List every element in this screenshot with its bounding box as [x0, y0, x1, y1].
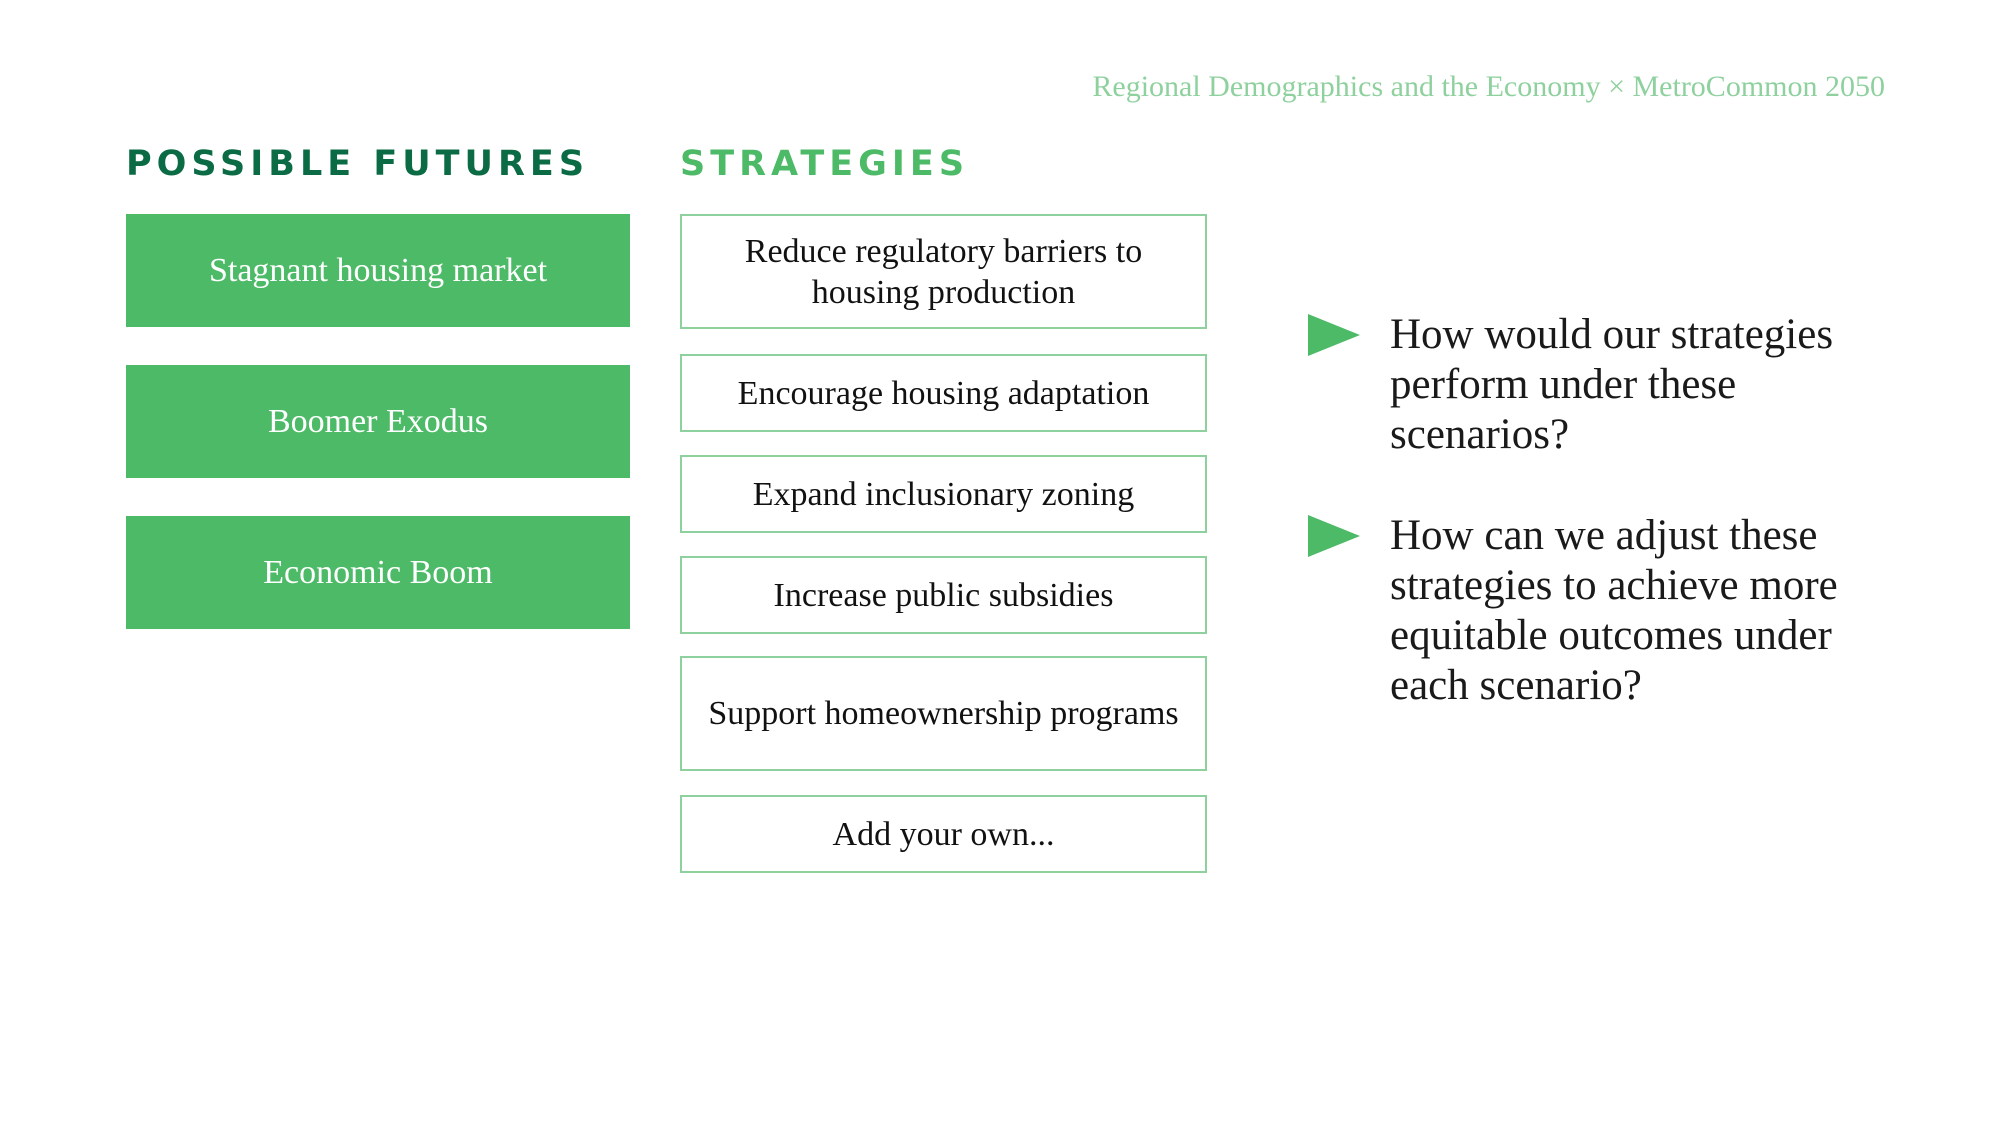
strategy-box-reduce-regulatory-barriers: Reduce regulatory barriers to housing pr… — [680, 214, 1207, 329]
strategies-heading: STRATEGIES — [680, 144, 970, 184]
question-text: How can we adjust these strategies to ac… — [1390, 512, 1838, 709]
strategy-box-increase-public-subsidies: Increase public subsidies — [680, 556, 1207, 634]
slide-header-title: Regional Demographics and the Economy × … — [1092, 70, 1885, 103]
future-box-stagnant-housing-market: Stagnant housing market — [126, 214, 630, 327]
play-arrow-icon — [1308, 314, 1360, 356]
strategy-box-add-your-own: Add your own... — [680, 795, 1207, 873]
strategy-box-support-homeownership: Support homeownership programs — [680, 656, 1207, 771]
future-box-boomer-exodus: Boomer Exodus — [126, 365, 630, 478]
future-box-economic-boom: Economic Boom — [126, 516, 630, 629]
possible-futures-heading: POSSIBLE FUTURES — [126, 144, 590, 184]
strategy-box-expand-inclusionary-zoning: Expand inclusionary zoning — [680, 455, 1207, 533]
play-arrow-icon — [1308, 515, 1360, 557]
possible-futures-list: Stagnant housing market Boomer Exodus Ec… — [126, 214, 630, 667]
question-text: How would our strategies perform under t… — [1390, 311, 1834, 458]
strategy-box-encourage-housing-adaptation: Encourage housing adaptation — [680, 354, 1207, 432]
